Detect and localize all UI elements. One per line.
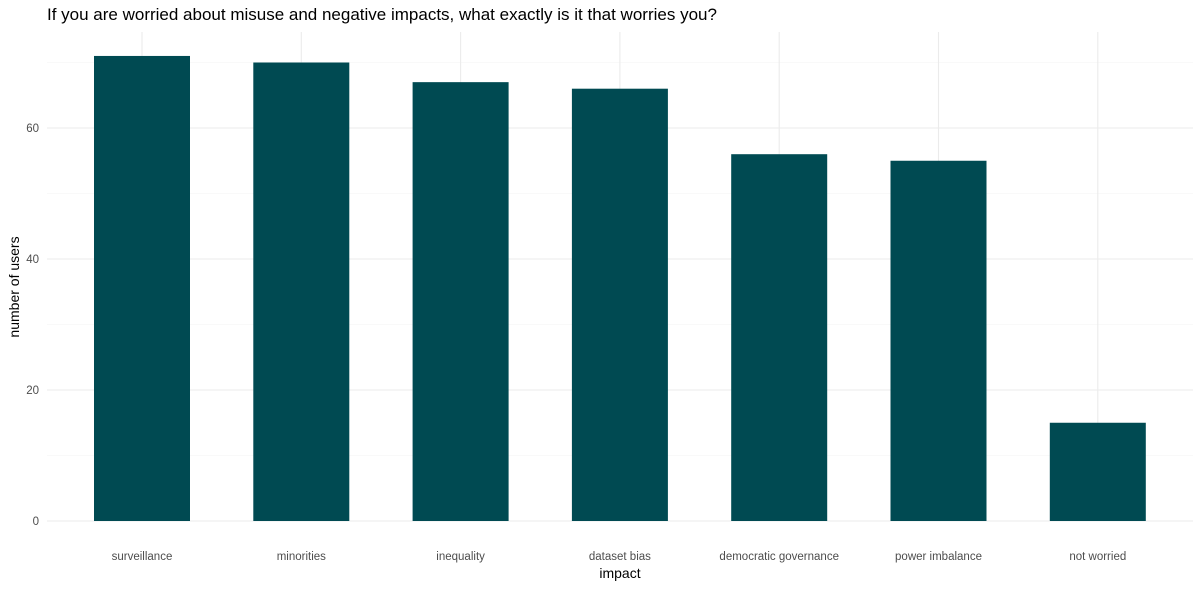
bar-surveillance [94,55,190,521]
x-tick-label: dataset bias [589,551,651,563]
chart-title: If you are worried about misuse and nega… [47,5,717,24]
x-tick-label: democratic governance [719,551,839,563]
bar-minorities [253,62,350,521]
y-axis-ticks: 0 20 40 60 [26,123,39,528]
y-tick-label: 40 [26,254,39,266]
bar-inequality [412,82,509,522]
x-tick-label: surveillance [112,551,173,563]
bar-not-worried [1049,422,1146,521]
x-tick-label: minorities [277,551,326,563]
x-axis-ticks: surveillance minorities inequality dataset … [112,551,1127,563]
y-tick-label: 0 [33,516,39,528]
y-tick-label: 20 [26,385,39,397]
y-axis-title: number of users [6,236,22,337]
x-tick-label: power imbalance [895,551,982,563]
bar-power-imbalance [890,160,987,521]
bar-dataset-bias [571,88,668,521]
bar-democratic-governance [731,154,828,521]
x-tick-label: inequality [436,551,485,563]
bars [94,55,1146,522]
y-tick-label: 60 [26,123,39,135]
x-axis-title: impact [599,565,640,581]
x-tick-label: not worried [1069,551,1126,563]
